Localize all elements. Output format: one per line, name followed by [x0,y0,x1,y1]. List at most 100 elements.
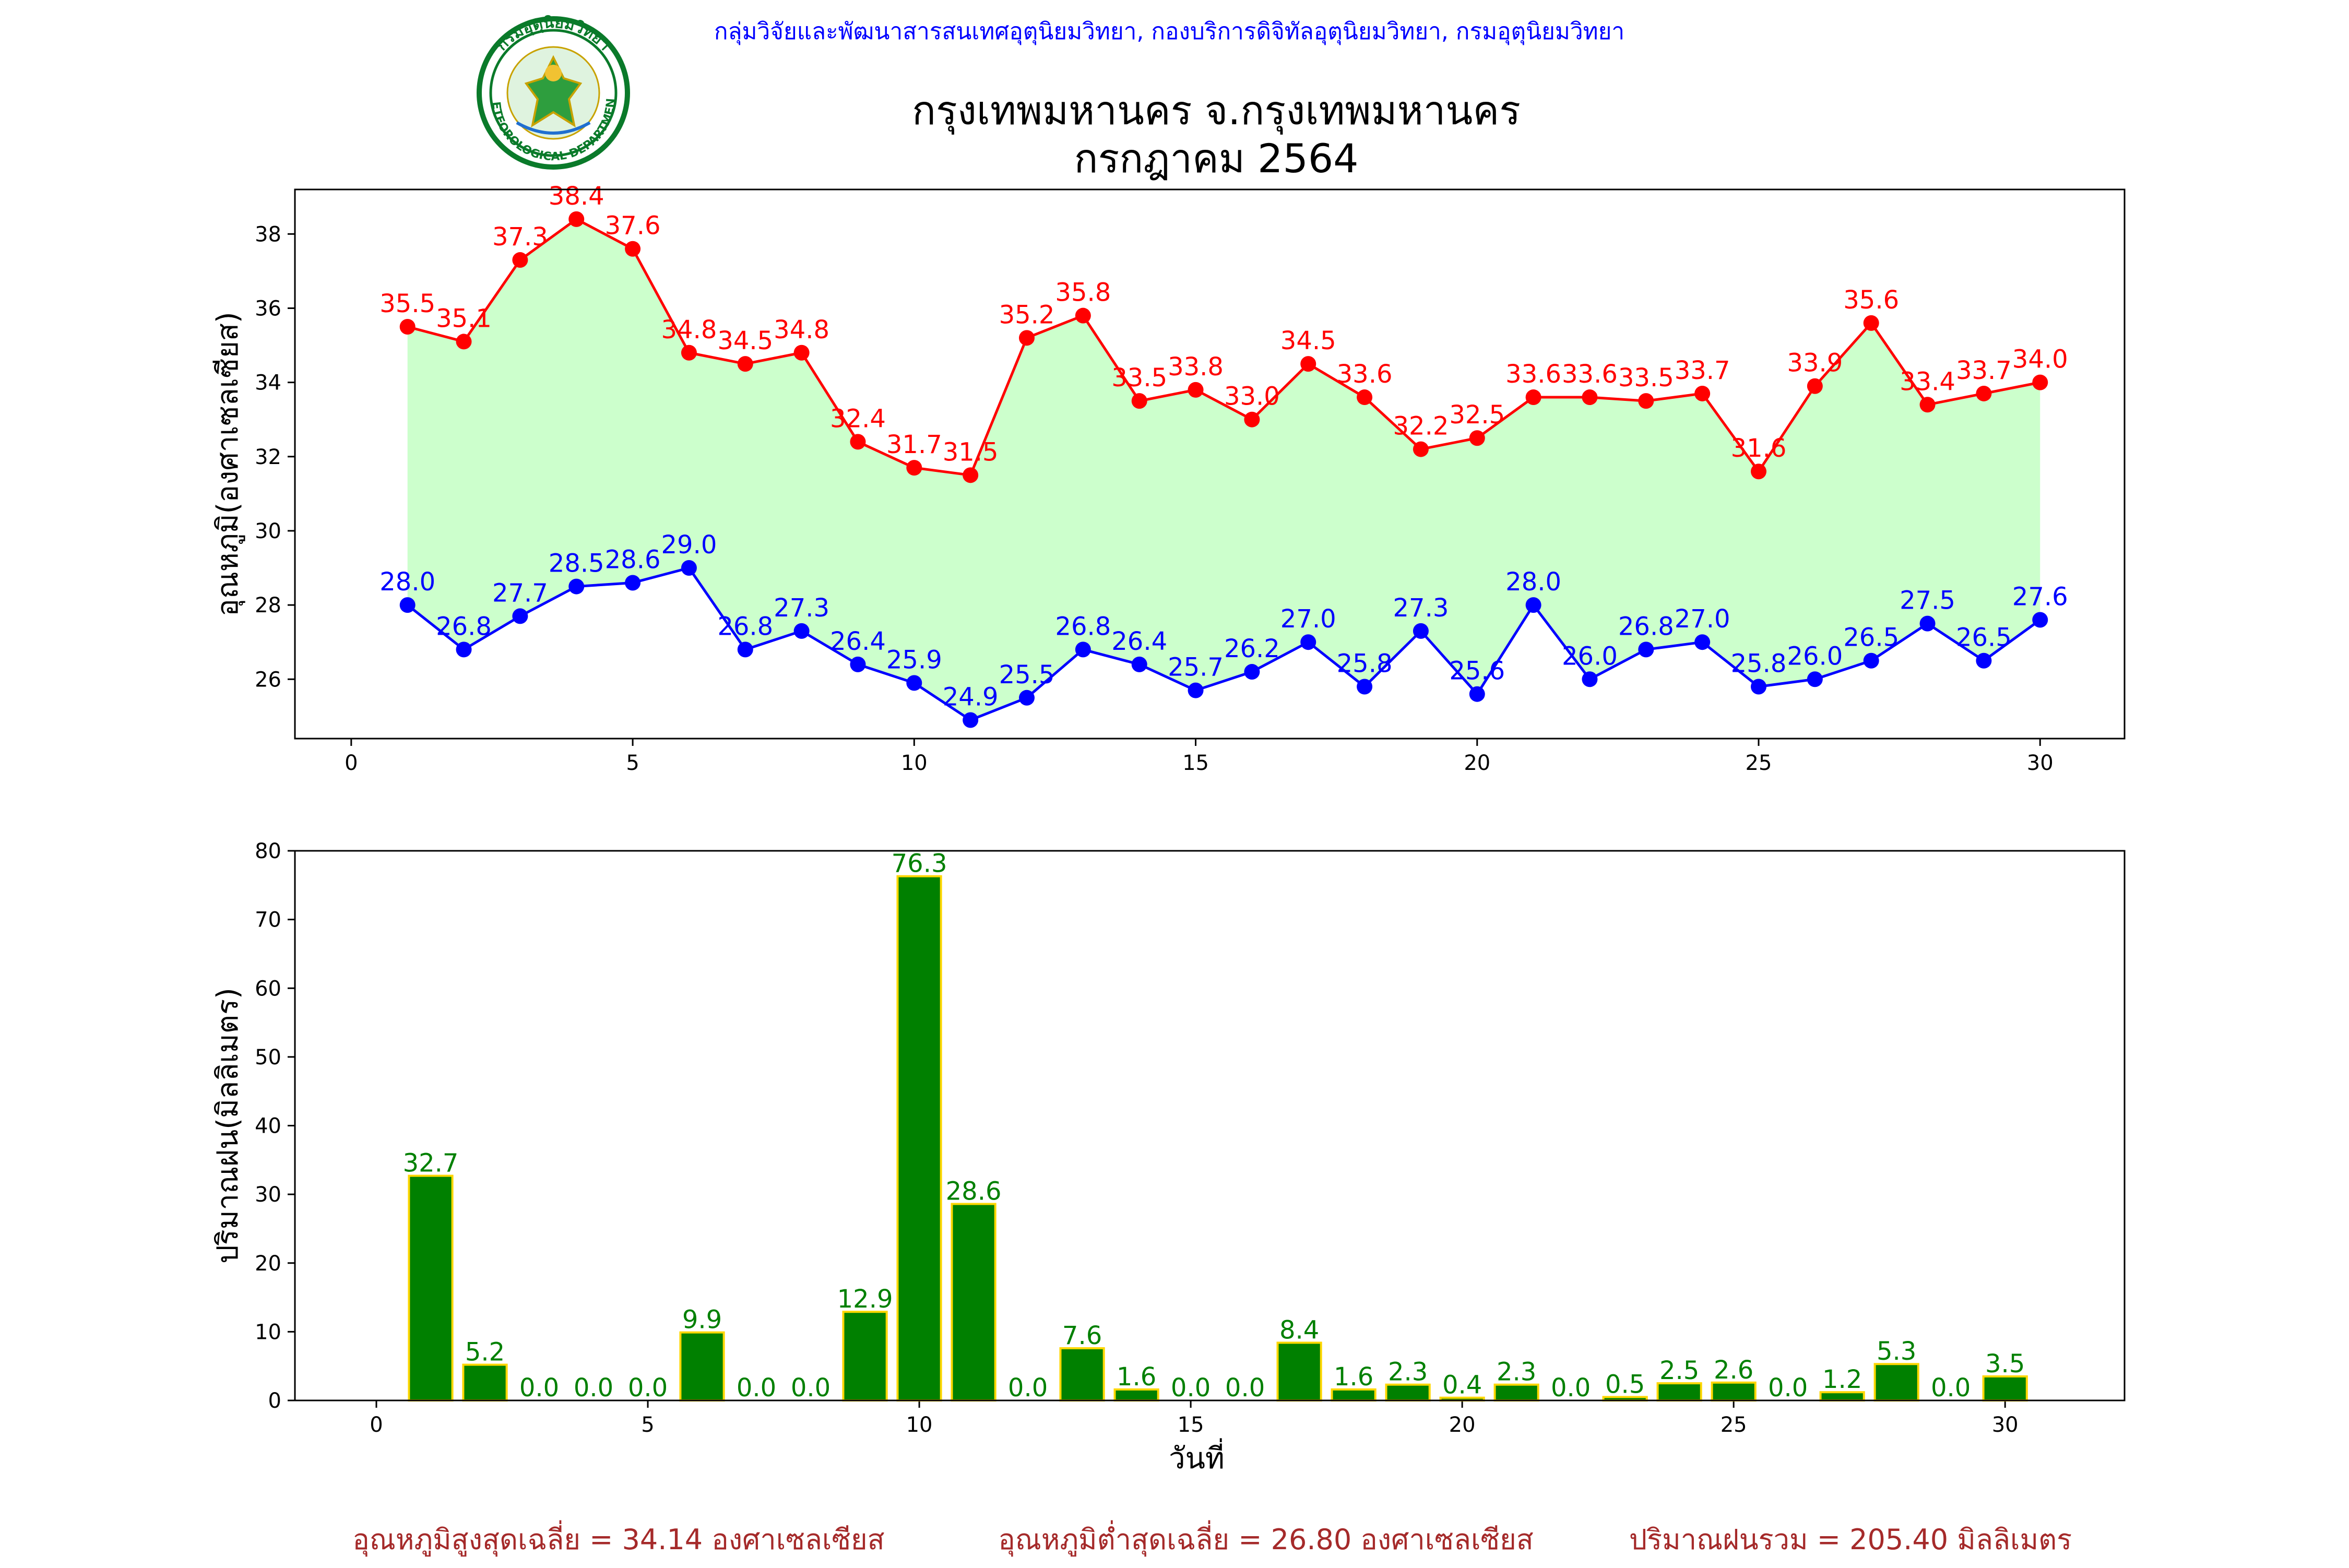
rainfall-label: 0.0 [1008,1373,1048,1403]
max-temperature-label: 34.5 [1280,326,1336,355]
min-temperature-label: 26.0 [1562,642,1618,671]
max-temperature-point [1582,389,1598,406]
max-temperature-label: 33.9 [1787,349,1843,378]
y-tick-label: 10 [255,1320,281,1344]
max-temperature-point [737,356,753,372]
max-temperature-point [1357,389,1373,406]
rainfall-bar [462,1363,508,1401]
rainfall-bar [1059,1347,1105,1402]
x-tick-label: 30 [1992,1413,2019,1437]
max-temperature-label: 34.8 [661,315,717,345]
max-temperature-point [456,334,472,350]
x-tick-label: 0 [370,1413,383,1437]
min-temperature-label: 28.0 [379,567,435,597]
min-temperature-label: 25.6 [1449,657,1505,686]
min-temperature-label: 28.5 [549,549,604,578]
rainfall-label: 0.0 [1225,1373,1265,1403]
max-temperature-line [407,217,2040,477]
min-temperature-point [1694,634,1711,650]
chart-title-line1: กรุงเทพมหานคร จ.กรุงเทพมหานคร [912,87,1521,135]
max-temperature-label: 31.5 [943,437,999,467]
min-temperature-point [1976,652,1992,669]
max-temperature-label: 35.1 [436,304,492,333]
y-tick-label: 60 [255,977,281,1001]
rainfall-bar [679,1331,725,1401]
rainfall-label: 0.0 [1768,1373,1808,1403]
min-temperature-label: 25.8 [1337,649,1393,678]
rainfall-bar [842,1311,888,1402]
x-tick-label: 30 [2027,751,2054,775]
x-tick-label: 15 [1178,1413,1204,1437]
y-tick-label: 32 [255,445,281,469]
x-tick-label: 10 [906,1413,933,1437]
rainfall-label: 2.5 [1659,1356,1699,1385]
max-temperature-point [625,241,641,257]
max-temperature-label: 37.3 [492,222,548,252]
min-temperature-label: 28.0 [1505,567,1561,597]
rainfall-label: 1.6 [1117,1362,1156,1392]
rainfall-bar [1982,1375,2028,1401]
max-temperature-point [1919,397,1936,413]
x-tick-label: 5 [641,1413,654,1437]
max-temperature-point [512,252,528,268]
rainfall-bar [1656,1382,1702,1401]
min-temperature-point [625,575,641,591]
rainfall-label: 0.0 [1551,1373,1591,1403]
rainfall-label: 5.3 [1877,1337,1916,1366]
min-temperature-label: 25.5 [999,660,1055,690]
min-temperature-label: 26.0 [1787,642,1843,671]
min-temperature-point [793,623,810,639]
min-temperature-point [1807,671,1823,687]
rainfall-label: 76.3 [892,849,947,878]
x-tick-label: 10 [901,751,928,775]
min-temperature-point [1469,686,1485,702]
rainfall-bar [1493,1383,1539,1402]
y-axis-label: ปริมาณฝน(มิลลิเมตร) [211,988,245,1264]
y-tick-label: 50 [255,1046,281,1070]
max-temperature-point [1244,411,1260,427]
min-temperature-point [399,597,416,613]
min-temperature-label: 26.5 [1843,623,1899,652]
max-temperature-label: 33.7 [1956,356,2012,385]
max-temperature-point [1469,430,1485,446]
x-tick-label: 20 [1449,1413,1476,1437]
y-tick-label: 80 [255,839,281,863]
y-tick-label: 28 [255,593,281,617]
y-tick-label: 30 [255,1183,281,1207]
rainfall-label: 0.0 [737,1373,776,1403]
y-tick-label: 34 [255,371,281,395]
min-temperature-point [1413,623,1429,639]
rainfall-label: 5.2 [465,1338,505,1367]
min-temperature-label: 29.0 [661,530,717,560]
max-temperature-point [1131,393,1147,409]
max-temperature-point [568,211,585,227]
min-temperature-label: 27.5 [1900,586,1955,615]
min-temperature-point [737,642,753,658]
y-axis-label: อุณหภูมิ(องศาเซลเซียส) [211,312,245,616]
min-temperature-label: 26.8 [436,612,492,641]
max-temperature-point [1300,356,1316,372]
max-temperature-label: 32.2 [1393,412,1449,441]
min-temperature-label: 27.0 [1675,604,1730,634]
max-temperature-label: 32.5 [1449,400,1505,430]
max-temperature-label: 33.0 [1224,382,1280,411]
max-temperature-label: 35.8 [1055,278,1111,307]
rainfall-bar [408,1174,454,1401]
max-temperature-point [1188,382,1204,398]
min-temperature-point [512,608,528,624]
max-temperature-label: 33.6 [1562,360,1618,389]
min-temperature-label: 24.9 [943,682,999,711]
rainfall-label: 0.0 [519,1373,559,1403]
max-temperature-point [1019,330,1035,346]
temperature-chart: 0 5 10 15 20 25 30 26 28 30 32 34 36 38 35.5 28.0 35.1 26… [211,182,2126,775]
rainfall-label: 2.3 [1388,1358,1428,1387]
y-tick-label: 36 [255,296,281,320]
max-temperature-point [1525,389,1541,406]
y-tick-label: 38 [255,222,281,246]
rainfall-label: 8.4 [1279,1315,1319,1345]
plot-frame [294,850,2126,1401]
max-temperature-point [850,434,866,450]
rainfall-label: 2.3 [1497,1358,1536,1387]
max-temperature-point [1413,441,1429,457]
